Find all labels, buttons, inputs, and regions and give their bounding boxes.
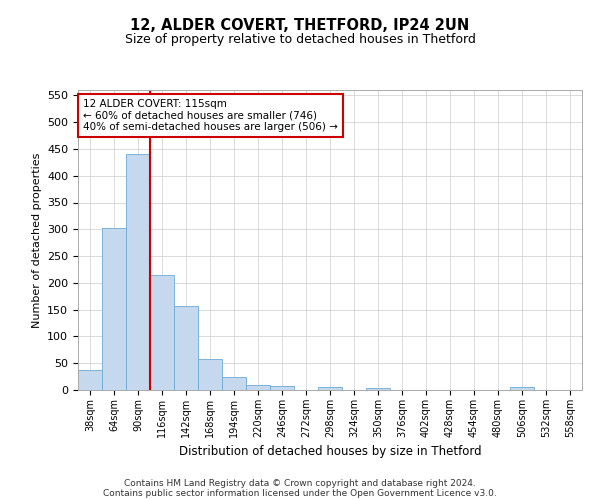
Bar — [78, 370, 102, 390]
Bar — [510, 388, 534, 390]
Y-axis label: Number of detached properties: Number of detached properties — [32, 152, 41, 328]
Text: Contains public sector information licensed under the Open Government Licence v3: Contains public sector information licen… — [103, 488, 497, 498]
Bar — [366, 388, 390, 390]
Text: 12, ALDER COVERT, THETFORD, IP24 2UN: 12, ALDER COVERT, THETFORD, IP24 2UN — [130, 18, 470, 32]
Bar — [102, 228, 126, 390]
Bar — [270, 386, 294, 390]
Bar — [318, 387, 342, 390]
Bar — [198, 359, 222, 390]
Bar — [246, 384, 270, 390]
Text: 12 ALDER COVERT: 115sqm
← 60% of detached houses are smaller (746)
40% of semi-d: 12 ALDER COVERT: 115sqm ← 60% of detache… — [83, 99, 338, 132]
X-axis label: Distribution of detached houses by size in Thetford: Distribution of detached houses by size … — [179, 446, 481, 458]
Bar — [150, 275, 174, 390]
Bar — [222, 376, 246, 390]
Bar — [174, 306, 198, 390]
Text: Contains HM Land Registry data © Crown copyright and database right 2024.: Contains HM Land Registry data © Crown c… — [124, 478, 476, 488]
Bar — [126, 154, 150, 390]
Text: Size of property relative to detached houses in Thetford: Size of property relative to detached ho… — [125, 32, 475, 46]
